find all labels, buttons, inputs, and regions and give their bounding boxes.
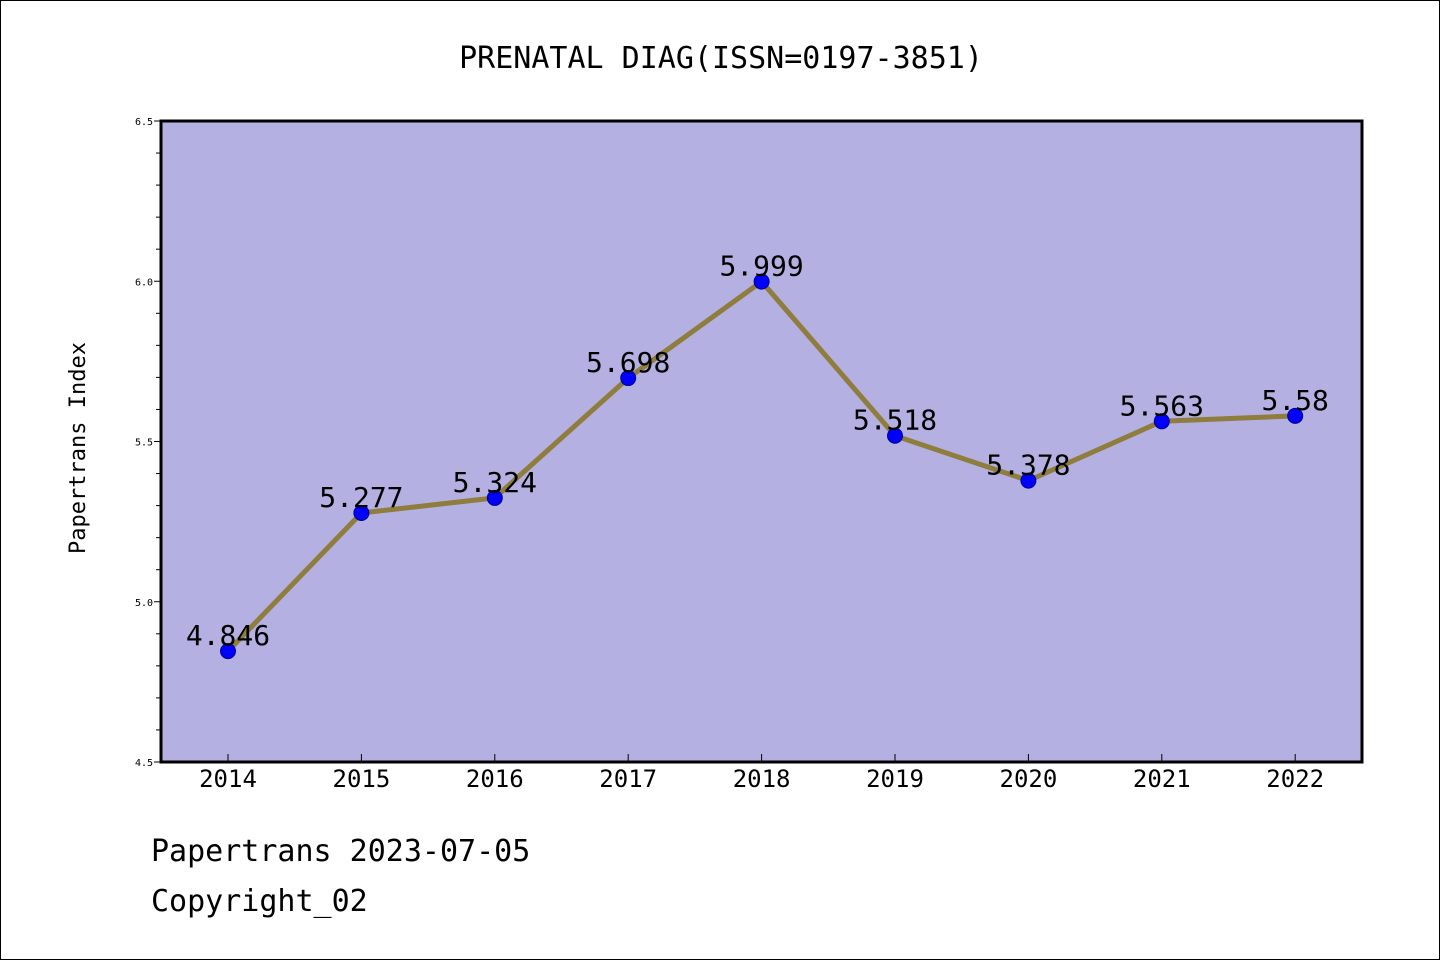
plot-area	[161, 121, 1362, 762]
data-label: 5.58	[1261, 384, 1328, 417]
data-point	[1153, 413, 1170, 430]
x-tick-label: 2014	[199, 765, 257, 793]
data-point	[220, 643, 236, 660]
x-tick-label: 2015	[333, 765, 391, 793]
y-tick-label: 6.0	[135, 277, 153, 288]
x-tick-label: 2018	[733, 765, 791, 793]
x-tick-label: 2016	[466, 765, 524, 793]
data-point	[353, 504, 370, 521]
chart-title: PRENATAL DIAG(ISSN=0197-3851)	[459, 41, 983, 76]
data-point	[1020, 472, 1037, 489]
y-tick-label: 5.0	[135, 598, 153, 609]
footer-date: Papertrans 2023-07-05	[151, 834, 531, 869]
x-tick-label: 2019	[866, 765, 924, 793]
data-labels: 4.846 5.277 5.324 5.698 5.999 5.518 5.378 5.563…	[186, 250, 1329, 653]
plot-border	[159, 119, 1364, 764]
data-label: 4.846	[186, 619, 270, 652]
data-markers	[220, 273, 1304, 660]
x-axis: 2014 2015 2016 2017 2018 2019 2020 2021 2022	[199, 754, 1324, 793]
data-point	[753, 273, 770, 290]
y-tick-label: 6.5	[135, 117, 153, 128]
data-point	[887, 427, 903, 444]
y-tick-label: 5.5	[135, 438, 153, 449]
y-tick-label: 4.5	[135, 758, 153, 769]
data-label: 5.999	[719, 250, 803, 283]
data-label: 5.563	[1120, 389, 1204, 422]
data-label: 5.378	[986, 449, 1070, 482]
data-label: 5.518	[853, 404, 937, 437]
x-tick-label: 2017	[599, 765, 657, 793]
y-axis: 4.5 5.0 5.5 6.0 6.5	[135, 117, 161, 769]
data-label: 5.277	[319, 481, 403, 514]
data-label: 5.324	[453, 466, 537, 499]
data-label: 5.698	[586, 346, 670, 379]
data-point	[620, 370, 637, 387]
data-point	[1287, 407, 1304, 424]
y-axis-label: Papertrans Index	[66, 342, 91, 554]
x-tick-label: 2021	[1133, 765, 1191, 793]
footer-copyright: Copyright_02	[151, 884, 368, 919]
x-tick-label: 2020	[1000, 765, 1058, 793]
x-tick-label: 2022	[1266, 765, 1324, 793]
data-point	[486, 489, 503, 506]
